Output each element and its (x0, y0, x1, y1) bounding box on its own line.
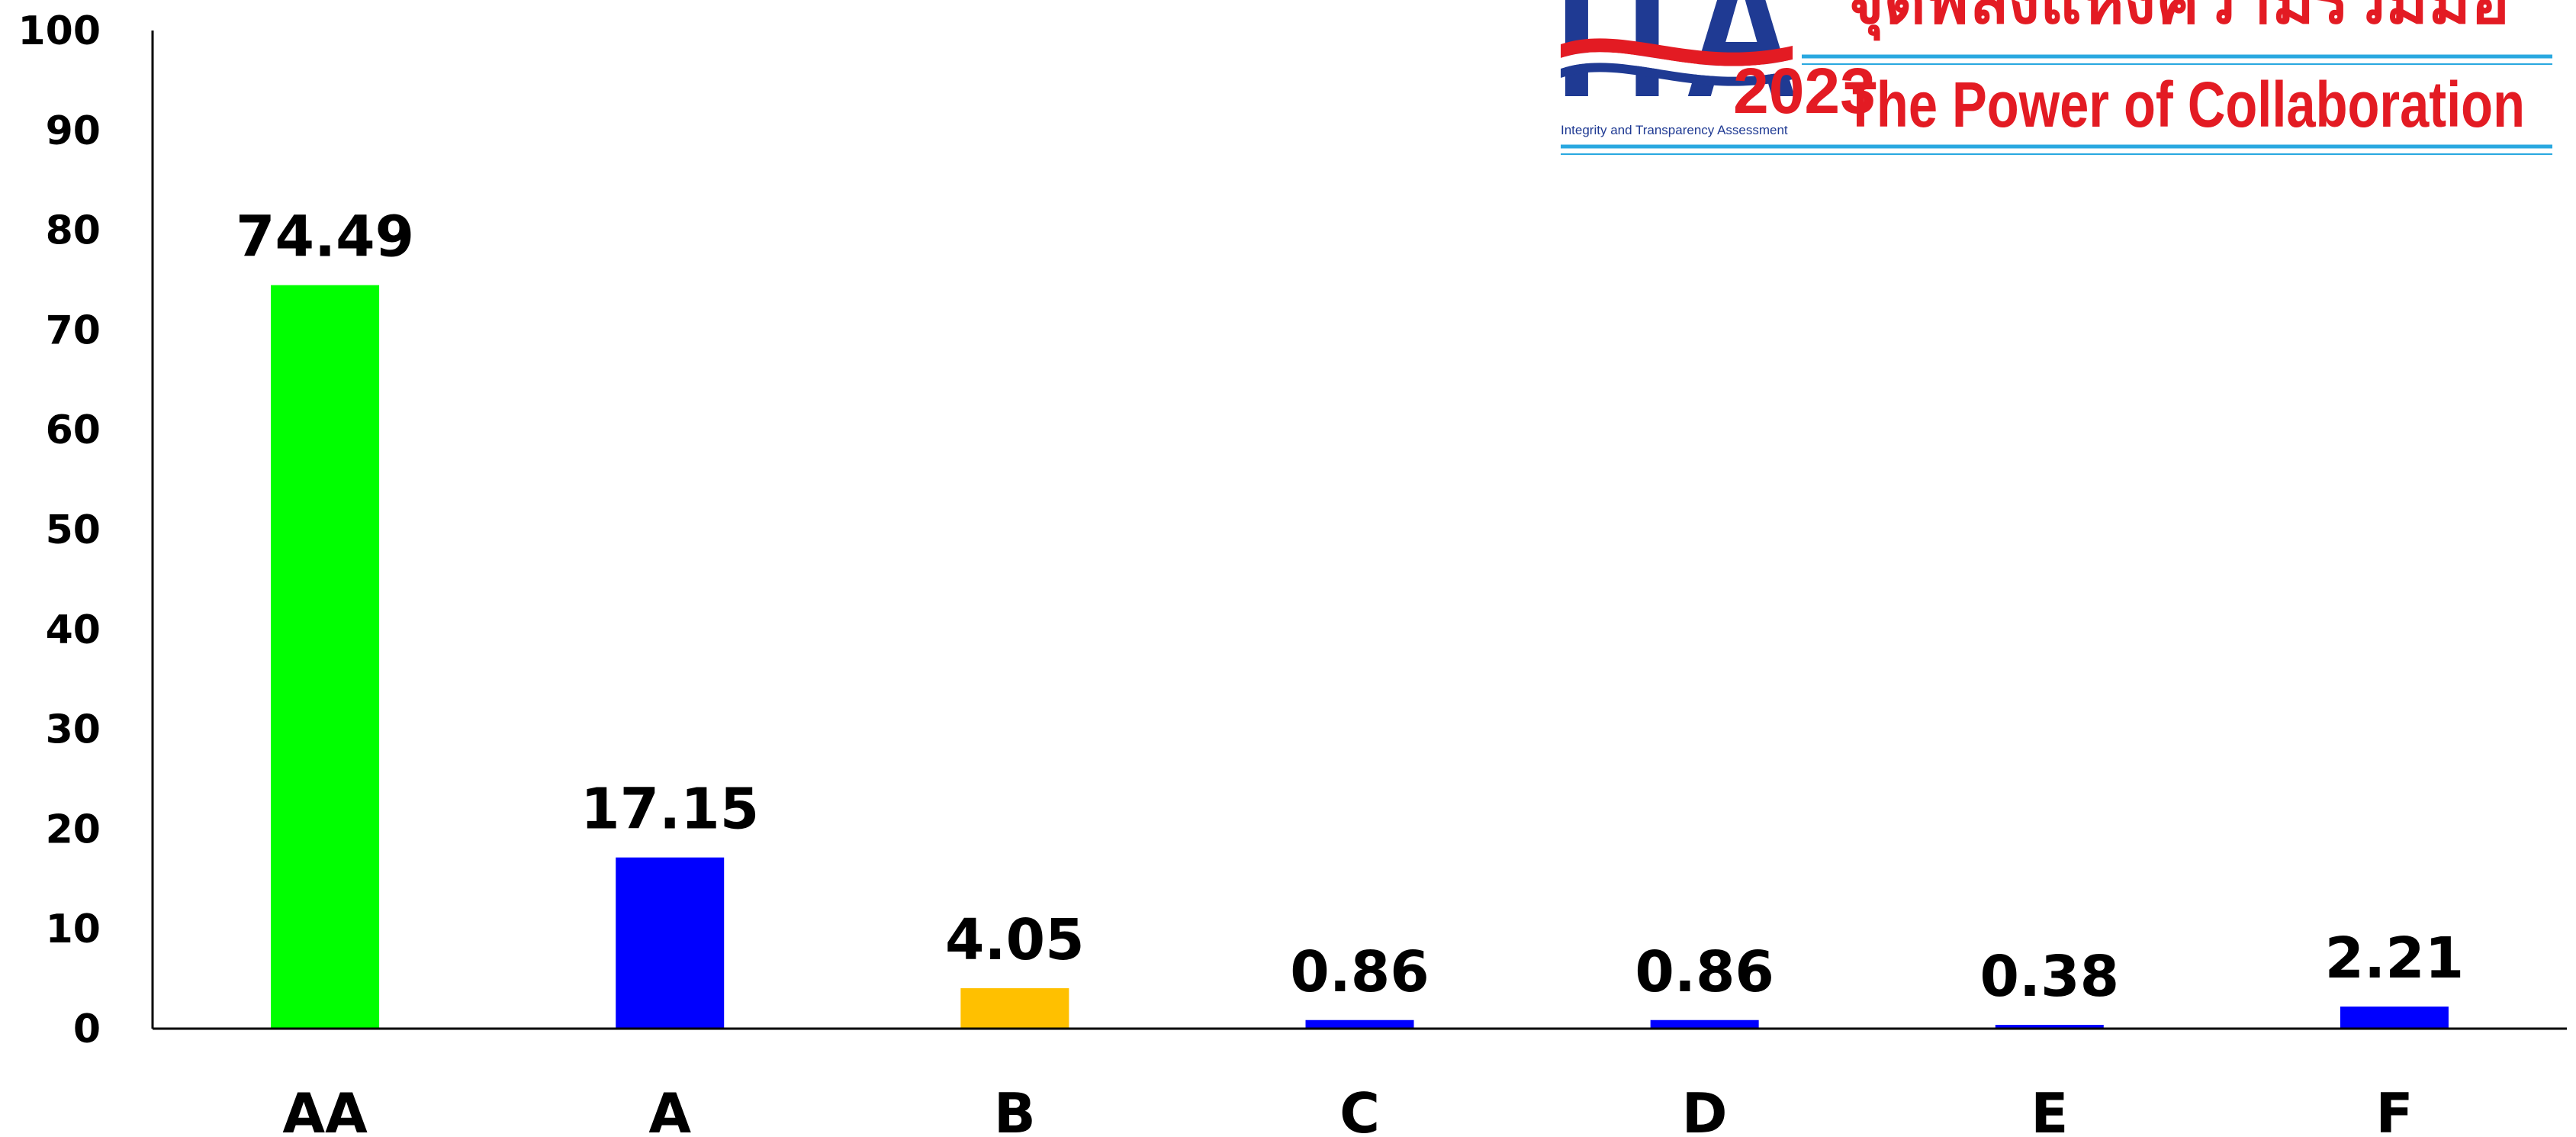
flag-ribbon-blue (1561, 63, 1793, 86)
y-axis-ticks: 0 10 20 30 40 50 60 70 80 90 100 (18, 8, 101, 1052)
category-label-e: E (2031, 1081, 2068, 1137)
ita-logo-year: 2023 (1733, 55, 1876, 127)
category-label-a: A (648, 1081, 691, 1137)
y-tick-label: 70 (46, 308, 101, 353)
y-tick-label: 60 (46, 407, 101, 453)
ita-logo: ITA 2023 Integrity and Transparency Asse… (1555, 0, 2552, 155)
category-label-b: B (994, 1081, 1036, 1137)
bar-aa (271, 285, 380, 1029)
data-label-aa: 74.49 (236, 205, 414, 270)
y-tick-label: 30 (46, 707, 101, 753)
y-tick-label: 10 (46, 907, 101, 952)
data-label-f: 2.21 (2325, 926, 2465, 991)
ita-english-tagline: The Power of Collaboration (1844, 69, 2525, 140)
bar-c (1305, 1019, 1414, 1029)
data-label-a: 17.15 (580, 777, 759, 842)
data-label-b: 4.05 (945, 907, 1085, 973)
y-tick-label: 90 (46, 108, 101, 154)
data-label-e: 0.38 (1979, 944, 2119, 1010)
y-tick-label: 100 (18, 8, 101, 54)
category-label-d: D (1682, 1081, 1728, 1137)
bar-b (960, 988, 1069, 1029)
category-label-c: C (1339, 1081, 1380, 1137)
ita-thai-tagline: จุดพลังแห่งความร่วมมือ (1846, 0, 2510, 41)
data-label-d: 0.86 (1635, 939, 1774, 1005)
y-tick-label: 20 (46, 807, 101, 852)
y-tick-label: 50 (46, 507, 101, 553)
bar-d (1650, 1019, 1759, 1029)
data-labels: 74.49 17.15 4.05 0.86 0.86 0.38 2.21 (236, 205, 2464, 1010)
bars (271, 285, 2449, 1029)
y-tick-label: 80 (46, 208, 101, 254)
data-label-c: 0.86 (1290, 939, 1430, 1005)
bar-f (2340, 1007, 2449, 1029)
ita-logo-subtitle: Integrity and Transparency Assessment (1561, 123, 1788, 137)
bar-a (616, 857, 725, 1029)
y-tick-label: 40 (46, 607, 101, 653)
flag-ribbon-icon (1561, 38, 1793, 66)
category-label-aa: AA (282, 1081, 368, 1137)
x-axis-category-labels: AA A B C D E F (282, 1081, 2413, 1137)
y-tick-label: 0 (73, 1007, 101, 1052)
category-label-f: F (2375, 1081, 2413, 1137)
bar-e (1995, 1025, 2104, 1029)
flag-ribbon-white (1561, 52, 1793, 77)
